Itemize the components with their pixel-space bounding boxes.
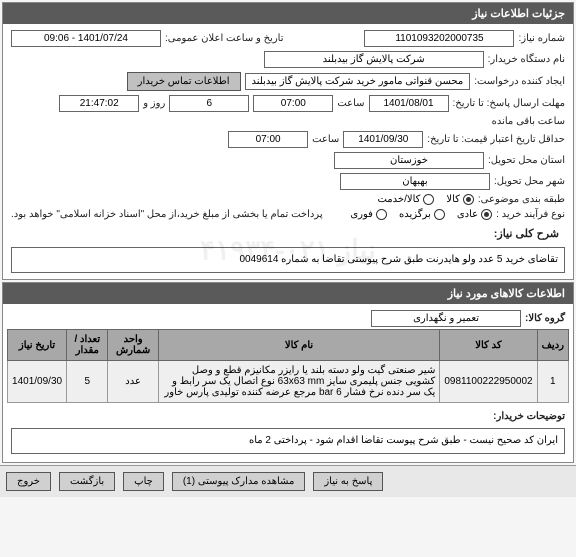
col-unit: واحد شمارش (108, 330, 158, 361)
radio-circle-icon (376, 209, 387, 220)
radio-b-label: برگزیده (399, 209, 431, 220)
process-radio-group: عادی برگزیده فوری (350, 209, 492, 220)
radio-circle-icon (423, 194, 434, 205)
table-header-row: ردیف کد کالا نام کالا واحد شمارش تعداد /… (8, 330, 569, 361)
payment-note: پرداخت تمام یا بخشی از مبلغ خرید،از محل … (11, 209, 323, 220)
radio-c-label: فوری (350, 209, 373, 220)
respond-button[interactable]: پاسخ به نیاز (313, 472, 383, 491)
remain-label: ساعت باقی مانده (492, 116, 565, 127)
radio-circle-icon (463, 194, 474, 205)
time-remain-field: 21:47:02 (59, 95, 139, 112)
main-panel: جزئیات اطلاعات نیاز شماره نیاز: 11010932… (2, 2, 574, 280)
process-c[interactable]: فوری (350, 209, 387, 220)
requester-label: ایجاد کننده درخواست: (474, 76, 565, 87)
radio-circle-icon (481, 209, 492, 220)
process-a[interactable]: عادی (457, 209, 492, 220)
buyer-remarks-label: توضیحات خریدار: (493, 411, 565, 422)
footer-buttons: پاسخ به نیاز مشاهده مدارک پیوستی (1) چاپ… (0, 465, 576, 497)
back-button[interactable]: بازگشت (59, 472, 115, 491)
validity-time-field: 07:00 (228, 131, 308, 148)
khadamat-label: کالا/خدمت (377, 194, 420, 205)
reply-deadline-label: مهلت ارسال پاسخ: تا تاریخ: (453, 98, 565, 109)
public-ann-field: 1401/07/24 - 09:06 (11, 30, 161, 47)
exit-button[interactable]: خروج (6, 472, 51, 491)
reply-date-field: 1401/08/01 (369, 95, 449, 112)
buyer-org-label: نام دستگاه خریدار: (488, 54, 565, 65)
need-desc-field: تقاضای خرید 5 عدد ولو هایدرنت طبق شرح پی… (11, 247, 565, 273)
cell-unit: عدد (108, 361, 158, 403)
buyer-org-field: شرکت پالایش گاز بیدبلند (264, 51, 484, 68)
col-date: تاریخ نیاز (8, 330, 67, 361)
rooz-label: روز و (143, 98, 165, 109)
category-kala[interactable]: کالا (446, 194, 474, 205)
cell-radif: 1 (537, 361, 568, 403)
goods-group-field: تعمیر و نگهداری (371, 310, 521, 327)
cell-code: 0981100222950002 (440, 361, 537, 403)
col-qty: تعداد / مقدار (67, 330, 108, 361)
col-name: نام کالا (158, 330, 440, 361)
cell-qty: 5 (67, 361, 108, 403)
col-code: کد کالا (440, 330, 537, 361)
reply-time-field: 07:00 (253, 95, 333, 112)
province-field: خوزستان (334, 152, 484, 169)
city-label: شهر محل تحویل: (494, 176, 565, 187)
process-b[interactable]: برگزیده (399, 209, 445, 220)
public-ann-label: تاریخ و ساعت اعلان عمومی: (165, 33, 284, 44)
cell-date: 1401/09/30 (8, 361, 67, 403)
print-button[interactable]: چاپ (123, 472, 164, 491)
main-panel-header: جزئیات اطلاعات نیاز (3, 3, 573, 24)
validity-date-field: 1401/09/30 (343, 131, 423, 148)
items-table: ردیف کد کالا نام کالا واحد شمارش تعداد /… (7, 329, 569, 403)
kala-label: کالا (446, 194, 460, 205)
province-label: استان محل تحویل: (488, 155, 565, 166)
cell-name: شیر صنعتی گیت ولو دسته بلند یا رایزر مکا… (158, 361, 440, 403)
goods-group-label: گروه کالا: (525, 313, 565, 324)
saat-label-2: ساعت (312, 134, 339, 145)
contact-info-button[interactable]: اطلاعات تماس خریدار (127, 72, 241, 91)
items-panel-header: اطلاعات کالاهای مورد نیاز (3, 283, 573, 304)
need-no-label: شماره نیاز: (518, 33, 565, 44)
category-label: طبقه بندی موضوعی: (478, 194, 565, 205)
desc-title: شرح کلی نیاز: (488, 224, 565, 243)
city-field: بهبهان (340, 173, 490, 190)
need-no-field: 1101093202000735 (364, 30, 514, 47)
items-panel: اطلاعات کالاهای مورد نیاز گروه کالا: تعم… (2, 282, 574, 463)
requester-field: محسن قنواتی مامور خرید شرکت پالایش گاز ب… (245, 73, 471, 90)
buyer-remarks-field: ایران کد صحیح نیست - طبق شرح پیوست تقاضا… (11, 428, 565, 454)
saat-label-1: ساعت (337, 98, 364, 109)
radio-a-label: عادی (457, 209, 478, 220)
category-radio-group: کالا کالا/خدمت (377, 194, 473, 205)
radio-circle-icon (434, 209, 445, 220)
process-label: نوع فرآیند خرید : (496, 209, 565, 220)
table-row[interactable]: 1 0981100222950002 شیر صنعتی گیت ولو دست… (8, 361, 569, 403)
attachments-button[interactable]: مشاهده مدارک پیوستی (1) (172, 472, 306, 491)
category-khadamat[interactable]: کالا/خدمت (377, 194, 434, 205)
days-remain-field: 6 (169, 95, 249, 112)
validity-label: حداقل تاریخ اعتبار قیمت: تا تاریخ: (427, 134, 565, 145)
col-radif: ردیف (537, 330, 568, 361)
